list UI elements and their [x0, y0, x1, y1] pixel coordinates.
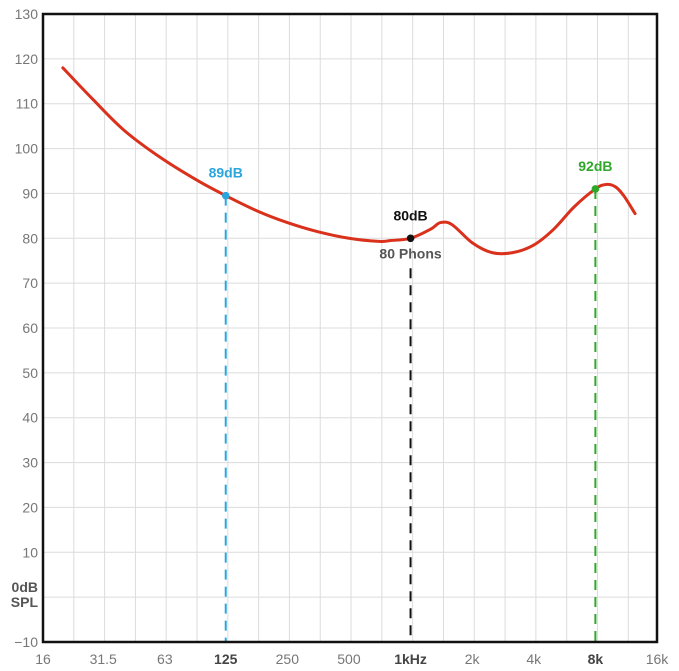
x-tick-label: 8k [588, 651, 604, 667]
loudness-curve [61, 66, 637, 256]
marker-point [221, 191, 230, 200]
y-tick-label: 110 [16, 96, 39, 112]
x-tick-label: 250 [276, 651, 300, 667]
x-tick-label: 2k [465, 651, 481, 667]
x-tick-label: 31.5 [90, 651, 117, 667]
marker-label: 80dB [393, 207, 427, 223]
marker-labels: 89dB 80dB 80 Phons 92dB [209, 158, 613, 261]
y-tick-label: 70 [22, 275, 38, 291]
y-tick-label: 50 [22, 365, 38, 381]
marker-label: 89dB [209, 165, 243, 181]
y-tick-label: 100 [15, 141, 39, 157]
marker-sublabel: 80 Phons [379, 245, 441, 261]
grid-lines [43, 14, 657, 642]
y-tick-label: 80 [22, 230, 38, 246]
marker-points [221, 185, 600, 243]
marker-point [406, 234, 415, 243]
y-tick-label: 10 [22, 544, 38, 560]
y-tick-label: 30 [22, 455, 38, 471]
marker-point [591, 185, 600, 193]
y-tick-label: 20 [22, 499, 38, 515]
y-tick-label: 130 [15, 6, 39, 22]
y-tick-label: 60 [22, 320, 38, 336]
y-zero-label: SPL [11, 594, 39, 610]
x-tick-labels: 16 31.5 63 125 250 500 1kHz 2k 4k 8k 16k [35, 651, 669, 667]
x-tick-label: 16 [35, 651, 51, 667]
x-tick-label: 63 [157, 651, 173, 667]
y-tick-label: 120 [15, 51, 39, 67]
marker-label: 92dB [578, 158, 612, 174]
marker-lines [224, 188, 597, 642]
y-zero-label: 0dB [12, 579, 38, 595]
x-tick-label: 1kHz [394, 651, 427, 667]
y-tick-label: 40 [22, 410, 38, 426]
y-tick-label: −10 [14, 634, 38, 650]
plot-frame [41, 12, 659, 644]
y-tick-label: 90 [22, 185, 38, 201]
x-tick-label: 4k [526, 651, 542, 667]
x-tick-label: 500 [337, 651, 361, 667]
x-tick-label: 16k [646, 651, 670, 667]
x-tick-label: 125 [214, 651, 238, 667]
